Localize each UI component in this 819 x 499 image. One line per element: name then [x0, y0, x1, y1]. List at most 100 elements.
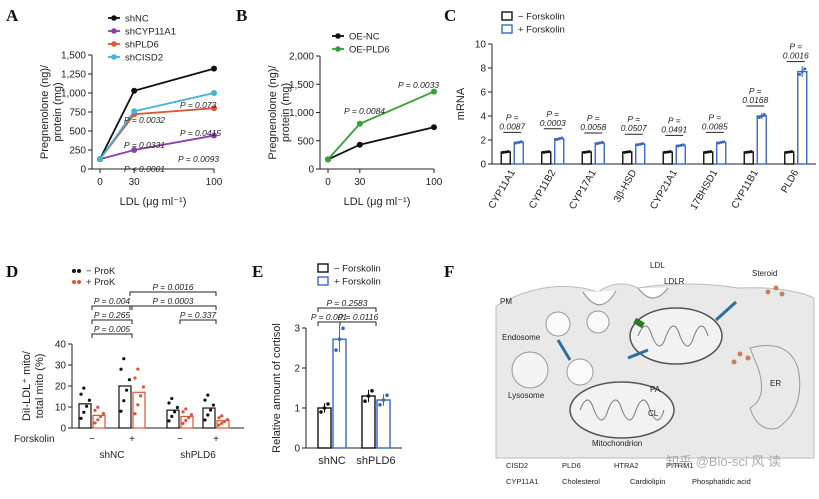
replicate-dot [136, 403, 140, 407]
label-endosome: Endosome [502, 333, 541, 342]
label-cl: CL [648, 409, 659, 418]
legend-marker [77, 280, 81, 284]
replicate-dot [514, 141, 518, 145]
legend-marker [111, 28, 117, 34]
replicate-dot [119, 367, 123, 371]
comparison-bracket [91, 333, 133, 338]
replicate-dot [363, 399, 367, 403]
replicate-dot [341, 326, 345, 331]
legend-marker [72, 269, 76, 273]
category-label: CYP11B2 [527, 168, 558, 211]
replicate-dot [760, 114, 764, 118]
bar-shPLD6 [376, 399, 391, 449]
bar-CYP17A1 [581, 151, 592, 165]
replicate-dot [625, 150, 629, 154]
bar-3β-HSD [622, 151, 633, 165]
label-lysosome: Lysosome [508, 391, 545, 400]
bar-CYP11A1 [513, 141, 524, 165]
replicate-dot [585, 150, 589, 154]
replicate-dot [717, 141, 721, 145]
label-mitochondrion: Mitochondrion [592, 439, 642, 448]
replicate-dot [136, 367, 140, 371]
legend-marker [335, 33, 341, 39]
data-point-shCISD2 [211, 90, 217, 96]
y-tick-label: 1,500 [289, 80, 314, 91]
replicate-dot [203, 418, 207, 422]
y-tick-label: 0 [308, 165, 314, 176]
bar-condition [92, 414, 106, 429]
replicate-dot [501, 150, 505, 154]
category-label: 3β-HSD [612, 168, 639, 204]
replicate-dot [217, 423, 221, 427]
bar-CYP21A1 [662, 151, 673, 165]
comparison-p-value: P = 0.0116 [338, 312, 379, 322]
p-value-annotation: P < 0.0001 [124, 164, 165, 174]
data-point-shCISD2 [131, 108, 138, 115]
category-label: 17BHSD1 [689, 168, 721, 212]
comparison-p-value: P = 0.265 [94, 310, 131, 320]
chart-e: 0 1 2 3 Relative amount of cortisol shNC shPLD… [271, 263, 402, 467]
replicate-dot [326, 402, 330, 406]
replicate-dot [504, 150, 508, 154]
p-prefix: P = [627, 114, 640, 124]
x-tick-label: 0 [325, 177, 331, 188]
endosome [586, 310, 610, 334]
replicate-dot [184, 418, 188, 423]
category-label: PLD6 [779, 168, 801, 196]
comparison-bracket [91, 305, 133, 310]
replicate-dot [587, 150, 591, 154]
replicate-dot [757, 115, 761, 119]
legend-label: shCISD2 [125, 53, 163, 64]
replicate-dot [139, 394, 143, 398]
p-value-annotation: P = 0.073 [180, 100, 217, 110]
replicate-dot [96, 418, 100, 422]
replicate-dot [385, 393, 389, 397]
label-pm: PM [500, 297, 512, 306]
replicate-dot [209, 408, 213, 412]
membrane-pit [637, 287, 669, 299]
replicate-dot [668, 150, 672, 154]
replicate-dot [167, 419, 171, 423]
data-point-shCISD2 [97, 156, 103, 163]
p-value: 0.0003 [540, 118, 566, 128]
p-value-annotation: P = 0.0032 [124, 115, 165, 125]
y-tick-label: 10 [55, 403, 67, 414]
legend-swatch [501, 11, 513, 21]
comparison-bracket [317, 321, 341, 326]
comparison-p-value: P = 0.337 [180, 310, 217, 320]
replicate-dot [101, 411, 105, 416]
label-pa: PA [650, 385, 661, 394]
x-tick-label: 30 [129, 177, 141, 188]
category-label: CYP17A1 [567, 168, 599, 212]
forskolin-condition: + [129, 434, 135, 445]
panel-label-c: C [444, 6, 457, 25]
p-value-annotation: P = 0.0331 [124, 140, 165, 150]
category-label: shNC [318, 455, 346, 467]
watermark: 知乎 @Bio-sci 风 读 [666, 454, 781, 469]
replicate-dot [206, 393, 210, 397]
mito-ldl-schematic: LDL LDLR Steroid PM Endosome Lysosome Mi… [488, 258, 816, 494]
x-axis-label: LDL (μg ml⁻¹) [120, 196, 187, 208]
data-point-OE-PLD6 [356, 120, 363, 127]
replicate-dot [82, 386, 86, 390]
bar-condition [202, 407, 216, 429]
replicate-dot [217, 416, 221, 420]
p-value: 0.0507 [621, 123, 647, 133]
p-prefix: P = [749, 86, 762, 96]
replicate-dot [381, 398, 386, 402]
replicate-dot [370, 389, 374, 393]
bar-CYP11B1 [743, 151, 754, 165]
replicate-dot [181, 421, 185, 425]
replicate-dot [762, 113, 766, 117]
bar-CYP17A1 [594, 142, 605, 165]
replicate-dot [519, 140, 523, 144]
replicate-dot [560, 136, 564, 140]
label-ldl: LDL [650, 261, 665, 270]
y-axis-label: mRNA [455, 87, 467, 120]
data-point-shCYP11A1 [131, 147, 138, 153]
replicate-dot [337, 337, 342, 341]
replicate-dot [220, 421, 224, 425]
legend-marker [111, 15, 117, 21]
replicate-dot [334, 348, 338, 352]
